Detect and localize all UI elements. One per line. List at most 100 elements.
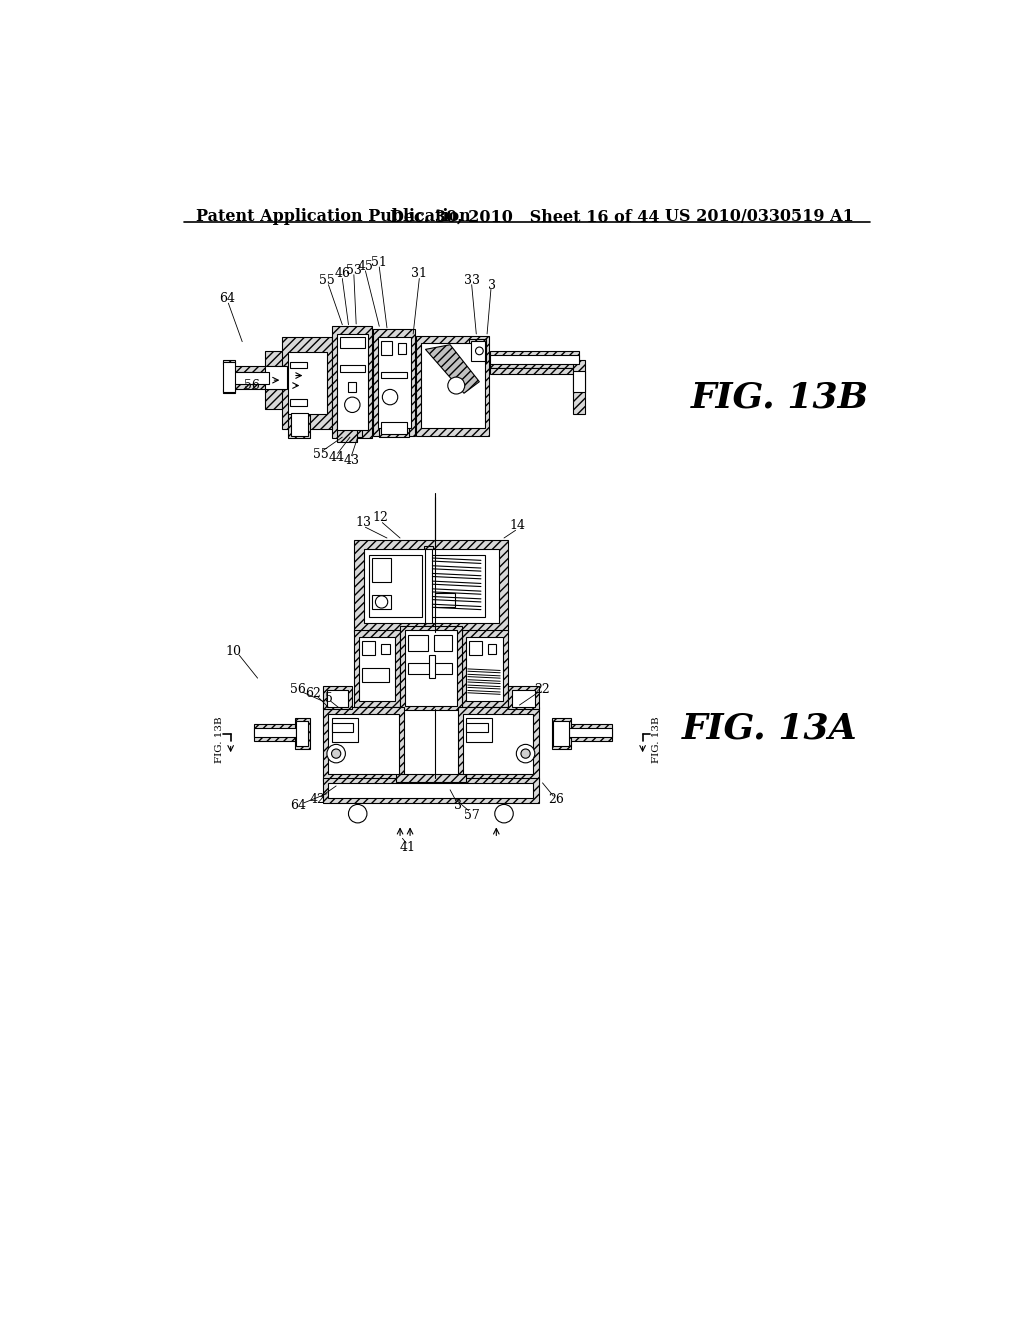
Bar: [512, 689, 535, 706]
Bar: [292, 414, 300, 433]
Bar: [468, 640, 483, 656]
Bar: [404, 631, 457, 706]
Bar: [466, 718, 493, 742]
Bar: [289, 411, 310, 438]
Bar: [573, 360, 585, 391]
Bar: [573, 391, 585, 414]
Text: FIG. 13A: FIG. 13A: [682, 711, 857, 746]
Bar: [339, 372, 367, 380]
Bar: [295, 718, 310, 748]
Bar: [379, 370, 409, 379]
Bar: [486, 642, 497, 656]
Bar: [339, 335, 367, 350]
Text: 31: 31: [412, 268, 427, 280]
Circle shape: [332, 748, 341, 758]
Bar: [553, 721, 569, 746]
Bar: [360, 667, 390, 684]
Bar: [230, 383, 269, 389]
Bar: [230, 372, 269, 384]
Bar: [323, 708, 403, 780]
Bar: [223, 360, 234, 364]
Bar: [432, 634, 454, 653]
Text: 12: 12: [373, 511, 389, 524]
Bar: [472, 343, 478, 352]
Bar: [465, 717, 494, 743]
Bar: [329, 783, 534, 799]
Circle shape: [475, 347, 483, 355]
Text: 64: 64: [219, 292, 234, 305]
Bar: [379, 420, 409, 437]
Text: 45: 45: [357, 260, 374, 273]
Text: 62: 62: [305, 686, 321, 700]
Bar: [466, 719, 477, 735]
Bar: [371, 594, 392, 610]
Bar: [290, 397, 307, 409]
Text: 13: 13: [356, 516, 372, 529]
Bar: [332, 719, 342, 735]
Text: 41: 41: [399, 841, 416, 854]
Circle shape: [348, 804, 367, 822]
Circle shape: [516, 744, 535, 763]
Text: Dec. 30, 2010   Sheet 16 of 44: Dec. 30, 2010 Sheet 16 of 44: [390, 209, 659, 226]
Bar: [296, 721, 308, 746]
Text: 46: 46: [334, 268, 350, 280]
Bar: [289, 352, 327, 414]
Circle shape: [382, 389, 397, 405]
Bar: [431, 554, 484, 616]
Bar: [296, 723, 302, 734]
Text: 10: 10: [225, 644, 241, 657]
Bar: [421, 343, 484, 428]
Bar: [323, 779, 539, 803]
Text: 14: 14: [510, 519, 526, 532]
Bar: [429, 655, 435, 678]
Bar: [329, 692, 338, 701]
Bar: [332, 723, 353, 733]
Bar: [434, 635, 453, 651]
Bar: [416, 335, 489, 436]
Bar: [223, 363, 234, 392]
Bar: [478, 721, 487, 735]
Bar: [360, 640, 376, 656]
Bar: [425, 549, 432, 623]
Bar: [371, 557, 392, 583]
Bar: [366, 552, 425, 620]
Bar: [424, 545, 433, 626]
Bar: [354, 540, 508, 632]
Bar: [381, 644, 390, 655]
Bar: [347, 380, 357, 395]
Bar: [348, 381, 356, 392]
Bar: [340, 337, 365, 348]
Bar: [290, 363, 307, 368]
Bar: [362, 642, 375, 655]
Text: 55: 55: [319, 273, 335, 286]
Text: 56: 56: [244, 379, 259, 392]
Bar: [373, 595, 391, 609]
Bar: [254, 729, 296, 738]
Text: 56: 56: [290, 684, 305, 696]
Bar: [379, 642, 391, 656]
Bar: [471, 341, 484, 360]
Bar: [397, 343, 407, 354]
Bar: [373, 558, 391, 582]
Bar: [427, 552, 488, 620]
Bar: [223, 389, 234, 393]
Bar: [469, 642, 481, 655]
Bar: [569, 729, 611, 738]
Bar: [340, 364, 365, 372]
Text: US 2010/0330519 A1: US 2010/0330519 A1: [666, 209, 854, 226]
Bar: [458, 708, 539, 780]
Text: FIG. 13B: FIG. 13B: [652, 717, 660, 763]
Bar: [573, 371, 585, 392]
Bar: [469, 339, 486, 363]
Text: 55: 55: [313, 449, 329, 462]
Bar: [290, 354, 307, 368]
Bar: [332, 718, 357, 742]
Bar: [290, 399, 307, 407]
Bar: [490, 368, 579, 374]
Bar: [337, 420, 357, 442]
Bar: [408, 663, 453, 673]
Text: 22: 22: [535, 684, 550, 696]
Bar: [407, 661, 454, 675]
Bar: [344, 721, 353, 735]
Bar: [466, 636, 503, 701]
